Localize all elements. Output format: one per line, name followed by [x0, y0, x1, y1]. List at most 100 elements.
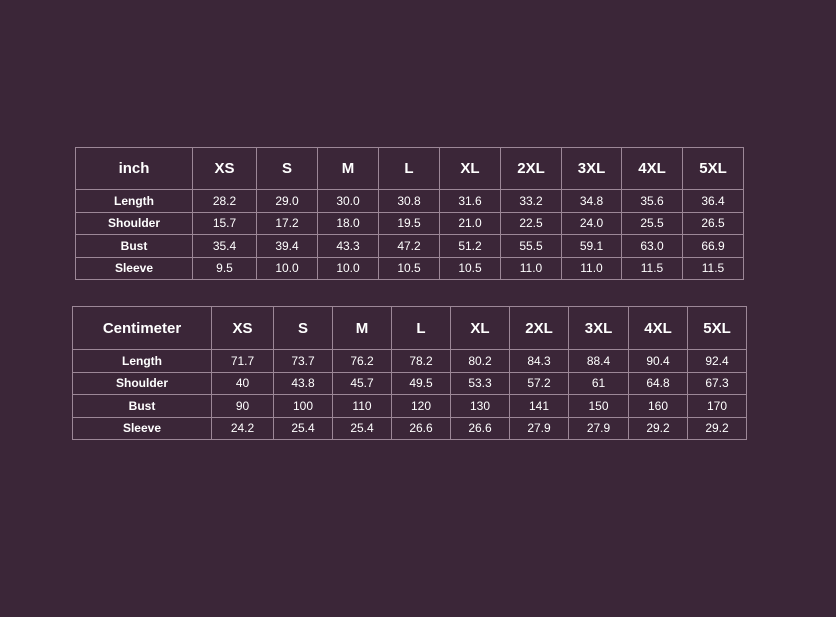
data-row: Shoulder 15.7 17.2 18.0 19.5 21.0 22.5 24.0 25.5…	[75, 211, 744, 235]
data-row: Sleeve 9.5 10.0 10.0 10.5 10.5 11.0 11.0 11.5 11.…	[75, 256, 744, 280]
size-header: 5XL	[682, 147, 744, 190]
unit-header: inch	[75, 147, 193, 190]
cell: 15.7	[192, 211, 257, 235]
row-label: Shoulder	[72, 371, 212, 395]
cell: 100	[273, 394, 333, 418]
cell: 40	[211, 371, 274, 395]
cell: 25.5	[621, 211, 683, 235]
row-label: Bust	[75, 234, 193, 258]
size-header: S	[256, 147, 318, 190]
cell: 9.5	[192, 256, 257, 280]
data-row: Sleeve 24.2 25.4 25.4 26.6 26.6 27.9 27.9 29.2 29…	[72, 416, 747, 440]
header-row: Centimeter XS S M L XL 2XL 3XL 4XL 5XL	[72, 306, 747, 350]
cell: 66.9	[682, 234, 744, 258]
cell: 67.3	[687, 371, 747, 395]
size-header: 2XL	[509, 306, 569, 350]
cell: 150	[568, 394, 629, 418]
cell: 29.2	[687, 416, 747, 440]
cell: 11.0	[561, 256, 622, 280]
cell: 26.5	[682, 211, 744, 235]
cell: 92.4	[687, 349, 747, 373]
cell: 22.5	[500, 211, 562, 235]
unit-header: Centimeter	[72, 306, 212, 350]
cell: 10.5	[439, 256, 501, 280]
cell: 61	[568, 371, 629, 395]
cell: 49.5	[391, 371, 451, 395]
size-header: M	[332, 306, 392, 350]
cell: 10.0	[317, 256, 379, 280]
cell: 110	[332, 394, 392, 418]
cell: 25.4	[273, 416, 333, 440]
data-row: Length 71.7 73.7 76.2 78.2 80.2 84.3 88.4 90.4 92…	[72, 349, 747, 373]
cell: 160	[628, 394, 688, 418]
size-header: 3XL	[561, 147, 622, 190]
cell: 27.9	[509, 416, 569, 440]
cell: 11.5	[682, 256, 744, 280]
cell: 84.3	[509, 349, 569, 373]
cell: 141	[509, 394, 569, 418]
size-header: M	[317, 147, 379, 190]
cell: 35.4	[192, 234, 257, 258]
inch-size-table: inch XS S M L XL 2XL 3XL 4XL 5XL Length 28.2 29.0 30.…	[75, 147, 744, 280]
data-row: Shoulder 40 43.8 45.7 49.5 53.3 57.2 61 64.8 67.3	[72, 371, 747, 395]
cell: 26.6	[391, 416, 451, 440]
cell: 120	[391, 394, 451, 418]
cell: 30.8	[378, 189, 440, 213]
cell: 170	[687, 394, 747, 418]
cell: 33.2	[500, 189, 562, 213]
cell: 71.7	[211, 349, 274, 373]
size-header: L	[378, 147, 440, 190]
cell: 11.5	[621, 256, 683, 280]
cell: 76.2	[332, 349, 392, 373]
cell: 11.0	[500, 256, 562, 280]
size-header: 2XL	[500, 147, 562, 190]
cell: 39.4	[256, 234, 318, 258]
cell: 43.8	[273, 371, 333, 395]
cell: 73.7	[273, 349, 333, 373]
cell: 18.0	[317, 211, 379, 235]
row-label: Sleeve	[75, 256, 193, 280]
cell: 53.3	[450, 371, 510, 395]
cell: 90.4	[628, 349, 688, 373]
size-header: 4XL	[628, 306, 688, 350]
cell: 19.5	[378, 211, 440, 235]
cell: 90	[211, 394, 274, 418]
cell: 78.2	[391, 349, 451, 373]
cell: 30.0	[317, 189, 379, 213]
row-label: Sleeve	[72, 416, 212, 440]
size-header: 5XL	[687, 306, 747, 350]
cell: 45.7	[332, 371, 392, 395]
cell: 27.9	[568, 416, 629, 440]
row-label: Length	[72, 349, 212, 373]
cell: 28.2	[192, 189, 257, 213]
data-row: Bust 35.4 39.4 43.3 47.2 51.2 55.5 59.1 63.0 66.9	[75, 234, 744, 258]
cell: 51.2	[439, 234, 501, 258]
row-label: Length	[75, 189, 193, 213]
cell: 25.4	[332, 416, 392, 440]
cell: 34.8	[561, 189, 622, 213]
header-row: inch XS S M L XL 2XL 3XL 4XL 5XL	[75, 147, 744, 190]
cell: 21.0	[439, 211, 501, 235]
cell: 26.6	[450, 416, 510, 440]
cell: 35.6	[621, 189, 683, 213]
cell: 43.3	[317, 234, 379, 258]
cell: 29.0	[256, 189, 318, 213]
size-header: S	[273, 306, 333, 350]
cell: 31.6	[439, 189, 501, 213]
cell: 130	[450, 394, 510, 418]
cm-size-table: Centimeter XS S M L XL 2XL 3XL 4XL 5XL Length 71.7 7…	[72, 306, 747, 440]
cell: 17.2	[256, 211, 318, 235]
cell: 88.4	[568, 349, 629, 373]
size-header: XS	[211, 306, 274, 350]
data-row: Bust 90 100 110 120 130 141 150 160 170	[72, 394, 747, 418]
cell: 55.5	[500, 234, 562, 258]
cell: 24.0	[561, 211, 622, 235]
cell: 64.8	[628, 371, 688, 395]
cell: 63.0	[621, 234, 683, 258]
data-row: Length 28.2 29.0 30.0 30.8 31.6 33.2 34.8 35.6 36…	[75, 189, 744, 213]
size-header: 4XL	[621, 147, 683, 190]
cell: 10.5	[378, 256, 440, 280]
size-header: XS	[192, 147, 257, 190]
size-header: L	[391, 306, 451, 350]
